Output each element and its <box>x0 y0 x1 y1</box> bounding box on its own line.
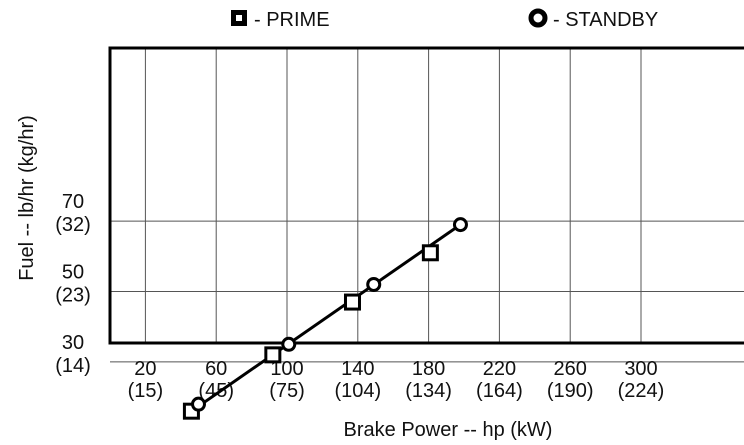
legend-standby: - STANDBY <box>528 8 658 31</box>
prime-point-2 <box>264 346 282 364</box>
y-tick-sublabel: (14) <box>55 355 91 377</box>
x-tick-sublabel: (224) <box>618 380 665 402</box>
y-tick-label: 30 <box>62 332 84 354</box>
x-tick-label: 180 <box>412 358 445 380</box>
x-tick-sublabel: (104) <box>334 380 381 402</box>
prime-point-4 <box>421 244 439 262</box>
x-axis-ticks: 20(15)60(45)100(75)140(104)180(134)220(1… <box>128 358 665 402</box>
prime-point-3 <box>343 293 361 311</box>
x-tick-label: 300 <box>624 358 657 380</box>
x-tick-sublabel: (164) <box>476 380 523 402</box>
trend-line <box>190 223 462 413</box>
standby-point-1 <box>191 396 206 412</box>
standby-point-4 <box>452 217 468 233</box>
legend-prime-marker-hole <box>236 15 242 21</box>
y-axis-ticks: 30(14) 50(23) 70(32) <box>55 191 91 377</box>
x-tick-sublabel: (15) <box>128 380 164 402</box>
data-markers <box>182 217 468 420</box>
legend-prime: - PRIME <box>231 9 330 31</box>
x-tick-label: 20 <box>134 358 156 380</box>
y-axis-title: Fuel -- lb/hr (kg/hr) <box>16 115 38 281</box>
legend: - PRIME - STANDBY <box>231 8 658 31</box>
x-tick-label: 60 <box>205 358 227 380</box>
standby-point-3 <box>366 276 382 292</box>
legend-standby-marker <box>528 8 548 28</box>
x-tick-sublabel: (190) <box>547 380 594 402</box>
y-tick-sublabel: (23) <box>55 285 91 307</box>
legend-standby-label: - STANDBY <box>553 9 658 31</box>
x-tick-label: 100 <box>270 358 303 380</box>
x-tick-sublabel: (134) <box>405 380 452 402</box>
x-tick-label: 220 <box>483 358 516 380</box>
x-tick-label: 260 <box>554 358 587 380</box>
y-tick-sublabel: (32) <box>55 214 91 236</box>
plot-frame <box>108 46 744 345</box>
x-tick-sublabel: (45) <box>198 380 234 402</box>
x-axis-title: Brake Power -- hp (kW) <box>344 419 553 441</box>
legend-prime-label: - PRIME <box>254 9 330 31</box>
grid-lines <box>110 48 744 363</box>
x-tick-sublabel: (75) <box>269 380 305 402</box>
standby-point-2 <box>281 336 297 352</box>
y-tick-label: 50 <box>62 262 84 284</box>
x-tick-label: 140 <box>341 358 374 380</box>
y-tick-label: 70 <box>62 191 84 213</box>
